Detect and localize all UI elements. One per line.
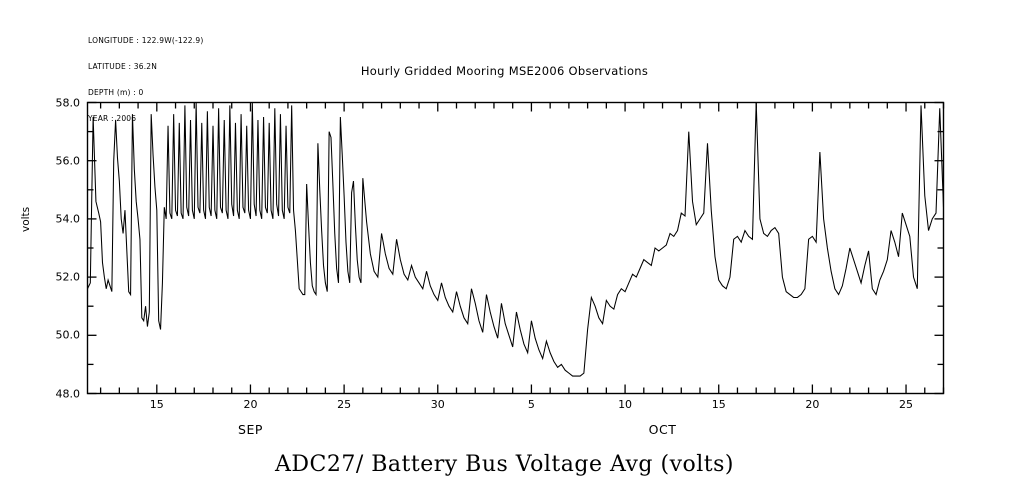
x-tick-label: 30 xyxy=(430,398,445,411)
y-tick-label: 48.0 xyxy=(55,387,81,400)
y-tick-label: 58.0 xyxy=(55,96,81,109)
x-axis-ticks xyxy=(99,102,945,394)
x-tick-label: 25 xyxy=(899,398,914,411)
y-tick-label: 52.0 xyxy=(55,270,81,284)
y-axis-tick-labels: 48.0 50.0 52.0 54.0 56.0 58.0 xyxy=(34,0,81,504)
x-tick-label: 10 xyxy=(618,398,633,411)
plot-frame xyxy=(86,101,945,395)
metadata-year: YEAR : 2006 xyxy=(88,113,137,123)
y-tick-label: 54.0 xyxy=(55,212,81,226)
y-tick-label: 56.0 xyxy=(55,154,81,168)
x-tick-label: 15 xyxy=(711,398,726,411)
y-tick-label: 50.0 xyxy=(55,328,81,342)
metadata-depth: DEPTH (m) : 0 xyxy=(88,87,144,97)
x-tick-label: 20 xyxy=(243,398,258,411)
x-tick-label: 5 xyxy=(527,398,535,411)
data-series-group xyxy=(87,102,945,377)
x-tick-label: 25 xyxy=(337,398,352,411)
plot-caption: ADC27/ Battery Bus Voltage Avg (volts) xyxy=(274,452,734,477)
month-label: OCT xyxy=(648,422,677,437)
y-axis-ticks xyxy=(87,101,944,395)
month-label: SEP xyxy=(238,422,263,437)
metadata-latitude: LATITUDE : 36.2N xyxy=(88,61,158,71)
metadata-block: LONGITUDE : 122.9W(-122.9) LATITUDE : 36… xyxy=(88,20,203,140)
metadata-longitude: LONGITUDE : 122.9W(-122.9) xyxy=(88,36,204,46)
x-tick-label: 15 xyxy=(149,398,164,411)
series-line-battery-bus-voltage xyxy=(87,102,945,377)
plot-title: Hourly Gridded Mooring MSE2006 Observati… xyxy=(360,64,649,78)
x-tick-label: 20 xyxy=(805,398,820,411)
